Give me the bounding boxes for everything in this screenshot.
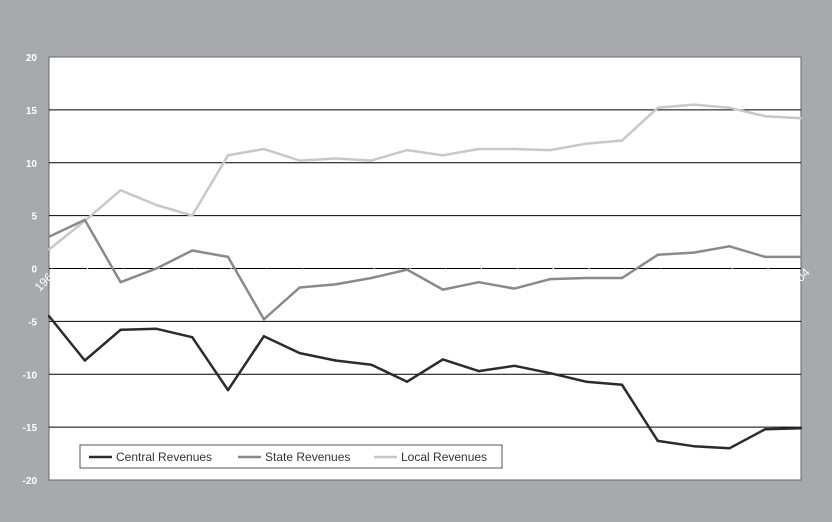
data-point [692, 444, 695, 448]
data-point [47, 248, 51, 251]
data-point [799, 255, 803, 259]
data-point [692, 103, 695, 106]
gridlines [49, 109, 801, 428]
legend-label-local: Local Revenues [401, 450, 487, 464]
legend-label-state: State Revenues [265, 450, 350, 464]
data-point [763, 255, 767, 259]
data-point [656, 253, 659, 256]
data-point [477, 281, 480, 284]
data-point [799, 117, 803, 120]
data-point [477, 147, 480, 151]
data-point [441, 288, 445, 291]
series-line-state-revenues [48, 218, 801, 321]
data-point [549, 148, 552, 152]
data-point [692, 251, 695, 254]
data-point [226, 388, 230, 392]
data-point [47, 314, 51, 318]
data-point [584, 142, 588, 145]
data-point [728, 106, 731, 109]
data-point [155, 327, 158, 330]
y-tick-label: 10 [26, 159, 38, 170]
legend-label-central: Central Revenues [116, 450, 212, 464]
data-point [799, 426, 803, 430]
data-point [513, 364, 516, 367]
data-point [334, 157, 337, 160]
data-point [477, 369, 480, 373]
data-point [298, 159, 301, 162]
data-point [584, 380, 588, 383]
data-point [119, 281, 122, 284]
data-point [226, 255, 230, 259]
y-tick-label: -15 [23, 423, 38, 434]
data-point [155, 203, 158, 207]
y-tick-label: 5 [31, 212, 37, 223]
data-point [191, 336, 194, 339]
data-point [370, 363, 373, 366]
data-point [370, 276, 373, 280]
data-point [191, 249, 194, 252]
data-point [334, 283, 337, 286]
series-lines [47, 103, 803, 450]
y-tick-label: -10 [23, 370, 38, 381]
y-tick-label: 0 [31, 265, 37, 276]
data-point [83, 218, 87, 222]
data-point [298, 286, 301, 289]
data-point [620, 276, 624, 280]
data-point [656, 106, 659, 109]
y-axis: 20 15 10 5 0 -5 -10 -15 -20 [23, 53, 38, 487]
data-point [441, 154, 445, 157]
data-point [298, 351, 301, 355]
data-point [262, 334, 266, 338]
data-point [549, 371, 552, 375]
data-point [513, 287, 516, 290]
data-point [441, 358, 445, 361]
data-point [226, 154, 230, 157]
data-point [119, 189, 122, 192]
data-point [549, 277, 552, 281]
data-point [620, 139, 624, 142]
series-line-central-revenues [48, 315, 802, 450]
series-line-local-revenues [48, 103, 802, 251]
data-point [370, 159, 373, 162]
data-point [728, 447, 731, 450]
y-tick-label: -20 [23, 476, 38, 487]
data-point [405, 268, 409, 271]
data-point [83, 359, 87, 362]
legend-box [79, 444, 503, 469]
data-point [513, 147, 516, 151]
y-tick-label: -5 [28, 317, 37, 328]
data-point [620, 383, 624, 387]
data-point [47, 235, 51, 238]
legend: Central Revenues State Revenues Local Re… [79, 444, 503, 469]
data-point [656, 439, 659, 443]
data-point [119, 328, 122, 332]
data-point [405, 380, 409, 383]
data-point [405, 148, 409, 152]
data-point [155, 267, 158, 270]
data-point [763, 115, 767, 118]
data-point [262, 147, 266, 151]
data-point [334, 359, 337, 362]
data-point [763, 428, 767, 431]
data-point [584, 276, 588, 280]
data-point [191, 214, 194, 217]
data-point [262, 318, 266, 321]
data-point [728, 245, 731, 248]
y-tick-label: 15 [26, 106, 38, 117]
y-tick-label: 20 [26, 53, 38, 64]
